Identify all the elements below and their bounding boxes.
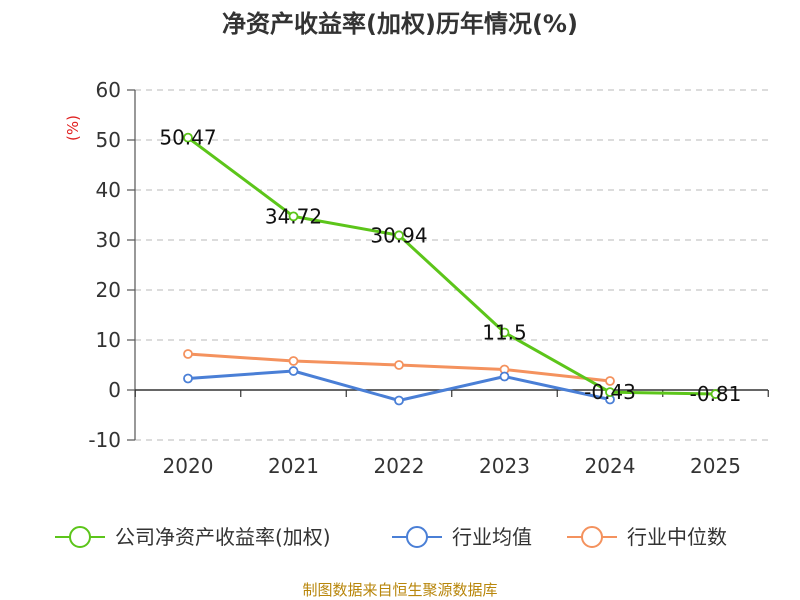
x-tick-label: 2025 [690, 454, 741, 478]
legend-label-1: 行业均值 [452, 525, 532, 549]
data-point [605, 387, 615, 398]
y-tick-label: 10 [96, 328, 121, 352]
data-point [605, 376, 615, 386]
data-label: 34.72 [265, 204, 322, 228]
data-label: 50.47 [159, 126, 216, 150]
chart-title: 净资产收益率(加权)历年情况(%) [222, 10, 578, 38]
legend-marker-1 [406, 526, 428, 548]
x-tick-label: 2020 [163, 454, 214, 478]
y-tick-label: 60 [96, 78, 121, 102]
data-point [183, 132, 193, 143]
legend-label-2: 行业中位数 [627, 525, 727, 549]
data-point [499, 371, 510, 382]
data-point [394, 395, 404, 406]
data-point [288, 366, 299, 376]
legend-marker-2 [581, 526, 603, 548]
y-tick-label: 30 [96, 228, 121, 252]
data-point [499, 327, 510, 338]
data-point [183, 373, 193, 384]
legend-label-0: 公司净资产收益率(加权) [115, 525, 331, 549]
data-label: -0.43 [584, 380, 636, 404]
legend-marker-0 [69, 526, 91, 548]
source-note: 制图数据来自恒生聚源数据库 [302, 581, 497, 599]
y-axis-label: (%) [64, 115, 82, 141]
data-point [288, 211, 299, 222]
data-labels: 50.47 34.72 30.94 11.5 -0.43 -0.81 [159, 126, 741, 406]
x-tick-label: 2024 [585, 454, 636, 478]
axes: 60 50 40 30 20 10 0 -10 2020 2021 2022 2023 2024 2025 [88, 78, 769, 478]
y-tick-label: 40 [96, 178, 121, 202]
x-tick-label: 2022 [374, 454, 425, 478]
x-tick-label: 2021 [268, 454, 319, 478]
y-tick-label: 0 [108, 378, 121, 402]
data-point [710, 389, 721, 399]
series-lines [183, 132, 721, 406]
legend: 公司净资产收益率(加权) 行业均值 行业中位数 [55, 525, 727, 549]
data-label: 30.94 [370, 223, 427, 247]
data-point [394, 360, 404, 370]
y-tick-label: -10 [88, 428, 121, 452]
data-label: -0.81 [690, 382, 742, 406]
y-tick-label: 50 [96, 128, 121, 152]
x-tick-label: 2023 [479, 454, 530, 478]
data-point [288, 356, 299, 366]
data-label: 11.5 [482, 321, 527, 345]
data-point [183, 349, 193, 359]
y-tick-label: 20 [96, 278, 121, 302]
data-point [394, 230, 404, 241]
series-line-0 [187, 136, 716, 396]
